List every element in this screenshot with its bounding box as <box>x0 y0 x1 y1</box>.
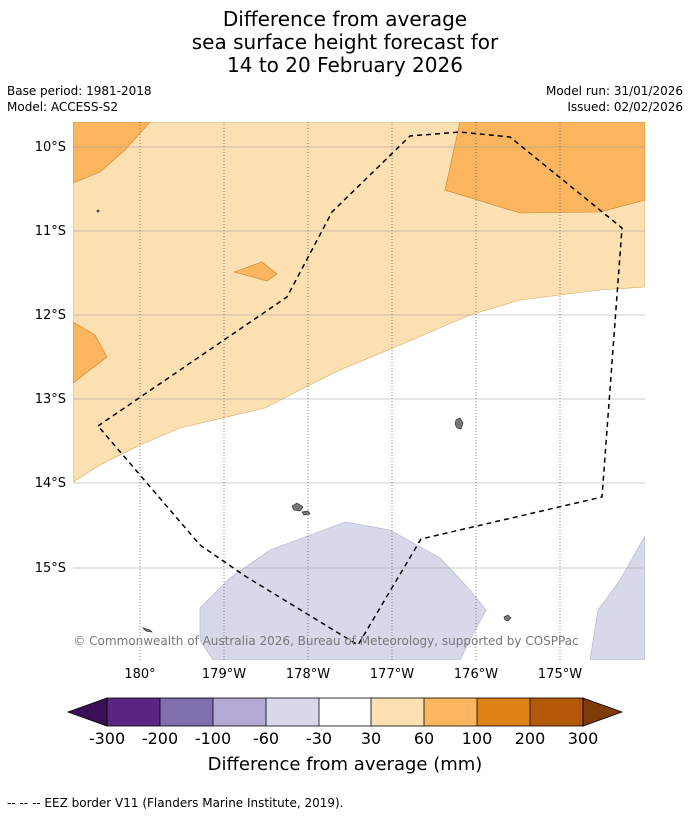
map-title: Difference from average sea surface heig… <box>0 8 690 77</box>
colorbar-tick-200: 200 <box>515 729 546 748</box>
island-sw <box>141 627 154 633</box>
contour-60-100-small <box>233 261 278 282</box>
colorbar-under-arrow <box>66 697 108 727</box>
contour-30-60 <box>73 122 645 483</box>
colorbar-bin-4 <box>266 698 319 726</box>
colorbar-bin-2 <box>160 698 213 726</box>
eez-border <box>96 131 623 647</box>
colorbar-tick-neg100: -100 <box>195 729 231 748</box>
lon-labels: 180° 179°W 178°W 177°W 176°W 175°W <box>124 667 582 682</box>
contour-60-100-ne <box>444 122 645 214</box>
colorbar-bin-6 <box>371 698 424 726</box>
island-small-a <box>301 510 311 516</box>
lon-label-180: 180° <box>124 667 155 682</box>
island-niuafoou <box>291 502 304 512</box>
lon-label-175w: 175°W <box>538 667 582 682</box>
islands <box>96 209 512 633</box>
meta-right: Model run: 31/01/2026 Issued: 02/02/2026 <box>546 83 683 115</box>
colorbar-bin-7 <box>424 698 477 726</box>
colorbar-bin-1 <box>107 698 160 726</box>
meta-left: Base period: 1981-2018 Model: ACCESS-S2 <box>7 83 152 115</box>
contour-60-100-nw <box>73 122 151 184</box>
colorbar-ticks: -300 -200 -100 -60 -30 30 60 100 200 300 <box>89 729 598 748</box>
base-period: Base period: 1981-2018 <box>7 84 152 98</box>
title-line-3: 14 to 20 February 2026 <box>227 53 463 77</box>
lat-label-10s: 10°S <box>35 140 66 155</box>
colorbar-tick-100: 100 <box>462 729 493 748</box>
lat-labels: 10°S 11°S 12°S 13°S 14°S 15°S <box>35 140 66 576</box>
lat-label-15s: 15°S <box>35 561 66 576</box>
colorbar-tick-30: 30 <box>361 729 381 748</box>
lat-label-12s: 12°S <box>35 308 66 323</box>
colorbar-over-arrow <box>582 697 624 727</box>
colorbar-bin-8 <box>477 698 530 726</box>
island-niuatoputapu <box>503 614 512 622</box>
colorbar-tick-neg60: -60 <box>253 729 279 748</box>
colorbar-label: Difference from average (mm) <box>208 754 483 775</box>
colorbar-bin-3 <box>213 698 266 726</box>
colorbar-bin-5 <box>319 698 371 726</box>
lon-label-177w: 177°W <box>370 667 414 682</box>
contour-neg60-neg30-southeast <box>589 535 645 660</box>
colorbar-tick-neg30: -30 <box>306 729 332 748</box>
lat-label-11s: 11°S <box>35 224 66 239</box>
colorbar-frame <box>106 697 584 727</box>
contour-neg60-neg30-south <box>199 521 487 660</box>
lat-label-13s: 13°S <box>35 392 66 407</box>
copyright-text: © Commonwealth of Australia 2026, Bureau… <box>73 634 578 648</box>
colorbar <box>66 697 624 727</box>
model-run: Model run: 31/01/2026 <box>545 84 683 98</box>
map-area: © Commonwealth of Australia 2026, Bureau… <box>73 122 645 660</box>
issued-date: Issued: 02/02/2026 <box>567 100 683 114</box>
colorbar-bin-9 <box>530 698 583 726</box>
lon-label-178w: 178°W <box>286 667 330 682</box>
lat-label-14s: 14°S <box>35 476 66 491</box>
lon-label-176w: 176°W <box>454 667 498 682</box>
title-line-1: Difference from average <box>222 7 468 31</box>
colorbar-tick-300: 300 <box>568 729 599 748</box>
lon-label-179w: 179°W <box>202 667 246 682</box>
island-wallis <box>454 417 464 430</box>
title-line-2: sea surface height forecast for <box>191 30 499 54</box>
colorbar-tick-neg200: -200 <box>142 729 178 748</box>
model-name: Model: ACCESS-S2 <box>7 100 119 114</box>
island-tiny <box>96 209 100 213</box>
contour-60-100-w <box>73 321 108 384</box>
eez-legend-note: -- -- -- EEZ border V11 (Flanders Marine… <box>7 796 344 810</box>
colorbar-tick-neg300: -300 <box>89 729 125 748</box>
lat-gridlines <box>73 146 645 569</box>
colorbar-tick-60: 60 <box>414 729 434 748</box>
